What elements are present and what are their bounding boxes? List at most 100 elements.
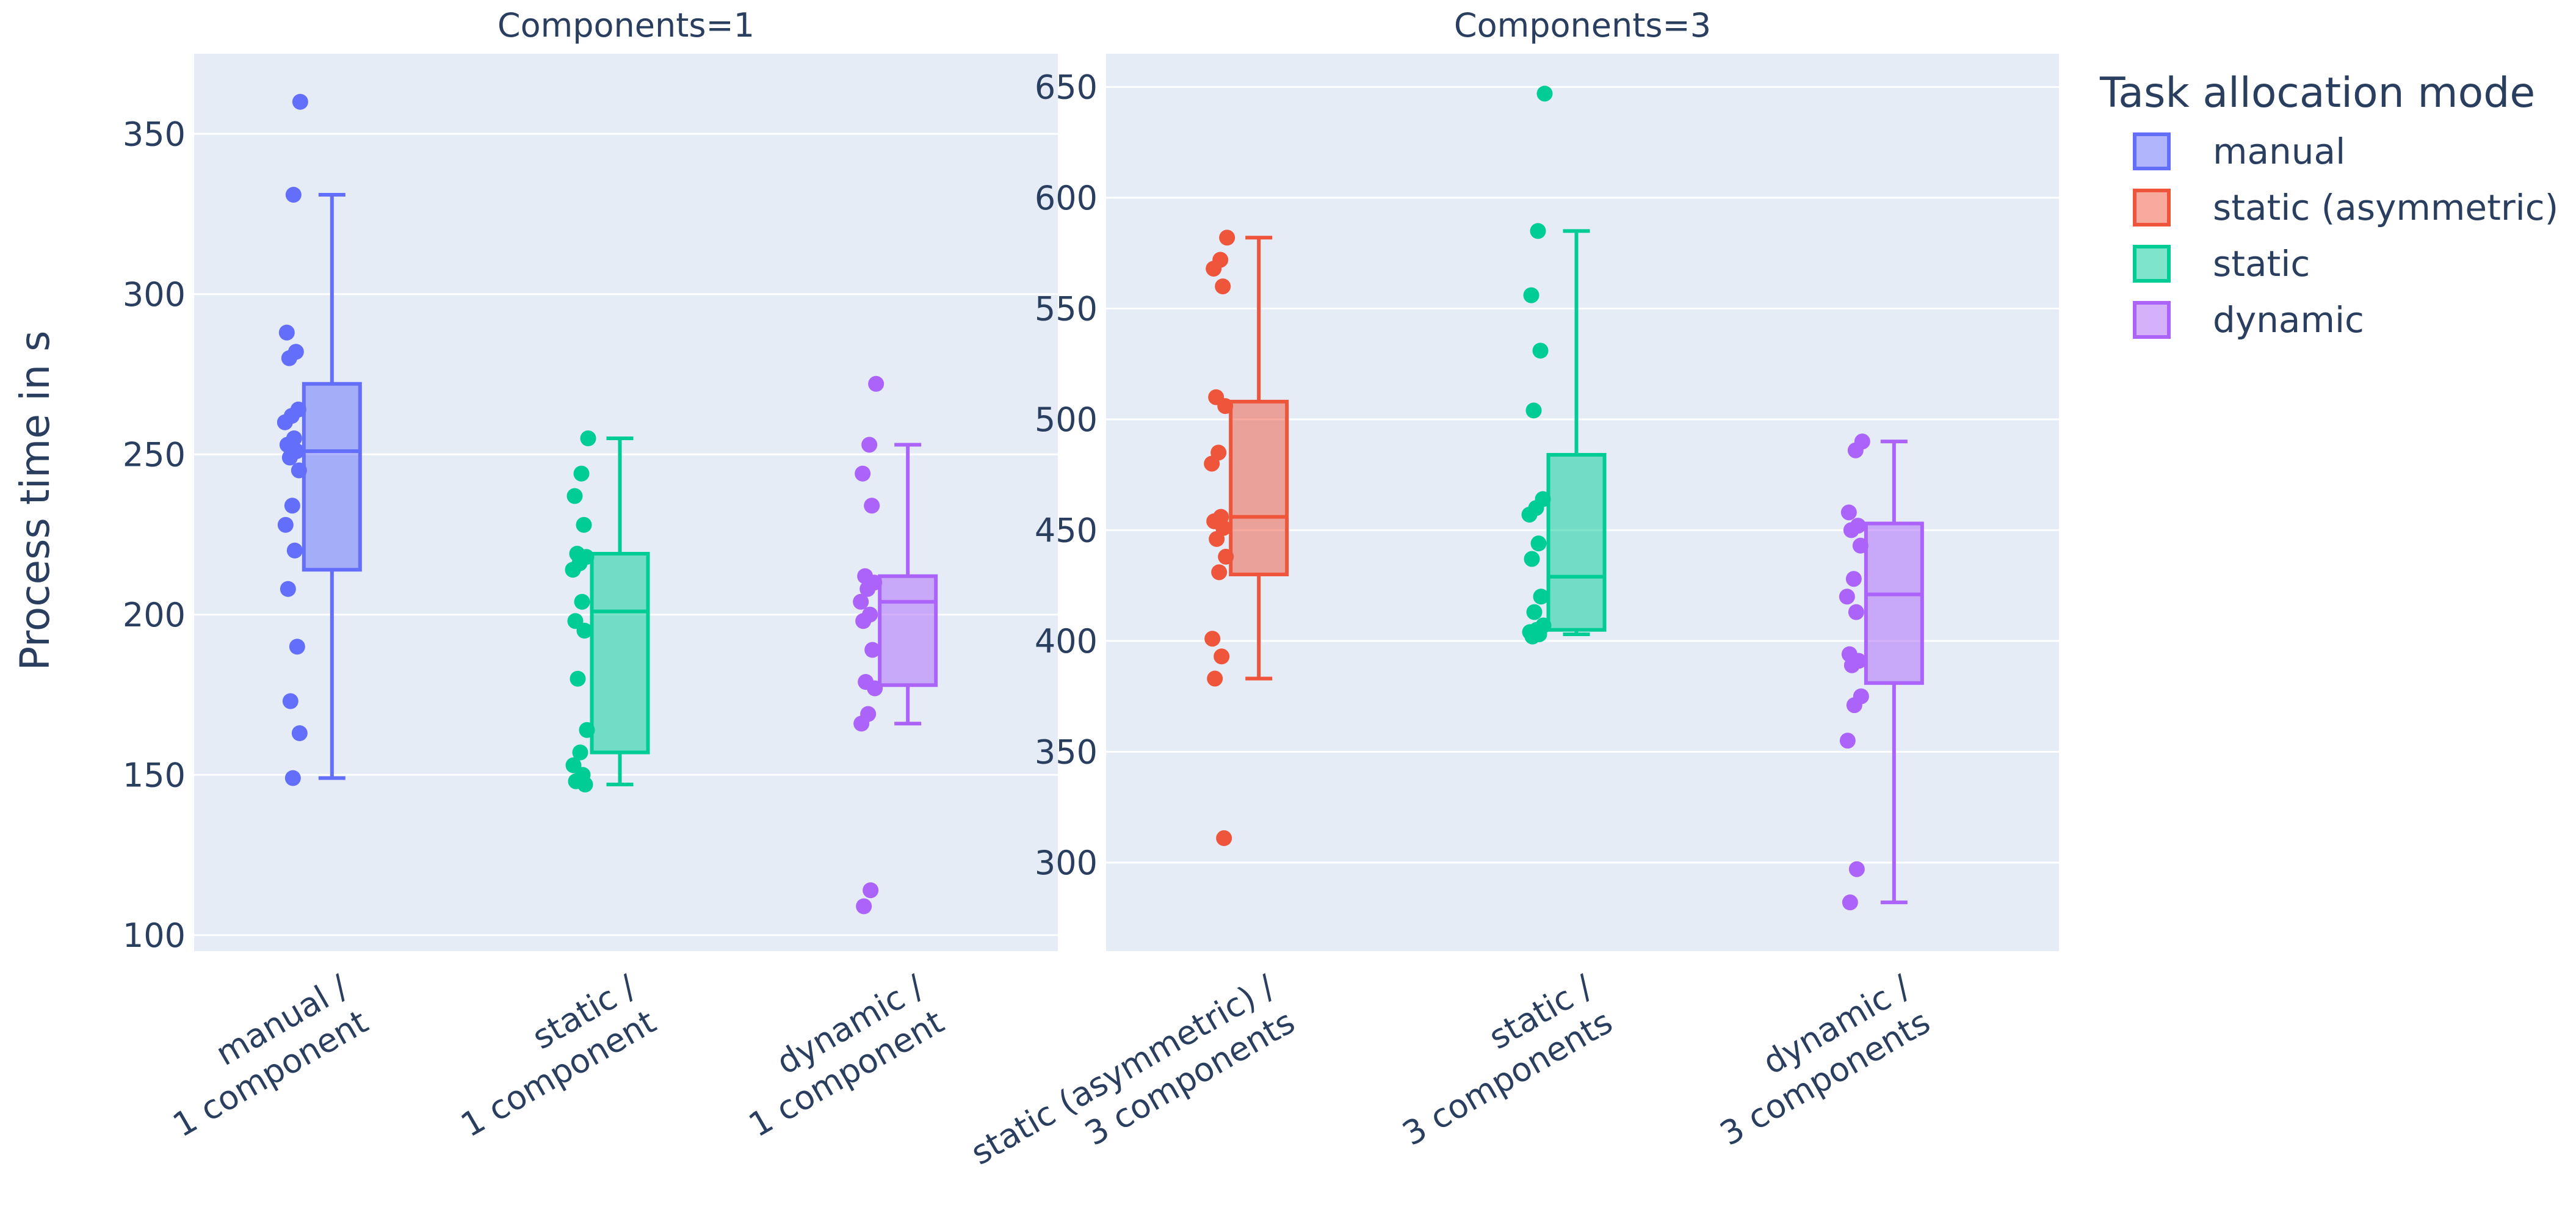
- y-tick-label: 100: [123, 916, 186, 955]
- data-point: [1848, 604, 1864, 620]
- data-point: [1852, 537, 1869, 554]
- iqr-box: [1864, 521, 1924, 685]
- x-tick-label: dynamic /3 components: [1693, 967, 1937, 1153]
- box-static[interactable]: [1521, 85, 1607, 645]
- y-axis-title: Process time in s: [12, 331, 59, 671]
- y-tick-label: 350: [123, 115, 186, 153]
- data-point: [853, 593, 869, 610]
- legend-label: manual: [2213, 131, 2345, 172]
- x-tick-label: static /3 components: [1376, 967, 1619, 1153]
- x-tick-label: dynamic /1 component: [722, 967, 950, 1145]
- data-point: [1206, 261, 1222, 277]
- data-point: [572, 744, 588, 761]
- data-point: [1530, 223, 1546, 239]
- data-point: [284, 498, 300, 514]
- legend-swatch: [2133, 132, 2171, 170]
- data-point: [1207, 670, 1223, 687]
- iqr-box: [590, 552, 650, 755]
- data-point: [579, 722, 595, 738]
- iqr-box: [1229, 399, 1289, 576]
- box-dynamic[interactable]: [853, 375, 938, 915]
- data-point: [1839, 589, 1855, 605]
- x-tick-label: static /1 component: [434, 967, 662, 1145]
- data-point: [577, 777, 593, 792]
- y-tick-label: 200: [123, 596, 186, 634]
- x-tick-label: static (asymmetric) /3 components: [964, 967, 1301, 1207]
- data-point: [565, 562, 581, 578]
- data-point: [1211, 564, 1228, 581]
- data-point: [291, 462, 307, 479]
- data-point: [570, 670, 586, 687]
- y-tick-label: 600: [1035, 179, 1098, 217]
- data-point: [1215, 278, 1231, 295]
- y-tick-label: 150: [123, 756, 186, 794]
- data-point: [1840, 504, 1857, 521]
- data-point: [1847, 442, 1864, 458]
- data-point: [1214, 648, 1230, 665]
- data-point: [1526, 604, 1543, 620]
- data-point: [580, 430, 596, 446]
- iqr-box: [302, 382, 362, 572]
- data-point: [289, 639, 305, 655]
- x-tick-label: manual /1 component: [147, 967, 375, 1145]
- data-point: [1843, 657, 1860, 673]
- legend-item-dynamic[interactable]: dynamic: [2133, 299, 2364, 341]
- data-point: [856, 898, 872, 915]
- data-point: [573, 465, 590, 482]
- data-point: [284, 770, 301, 786]
- data-point: [864, 642, 881, 658]
- panel-2: 300 350 400 450 500 550 600 650 Components=3 stat…: [964, 6, 2059, 1207]
- data-point: [292, 93, 308, 110]
- legend[interactable]: Task allocation mode manual static (asymm…: [2099, 69, 2558, 341]
- y-tick-label: 650: [1035, 68, 1098, 106]
- data-point: [1521, 506, 1538, 523]
- box-static[interactable]: [565, 430, 650, 792]
- data-point: [1524, 628, 1541, 645]
- data-point: [1217, 398, 1234, 415]
- data-point: [277, 516, 294, 533]
- data-point: [1845, 571, 1862, 587]
- legend-items: manual static (asymmetric) static dynamic: [2133, 131, 2558, 341]
- data-point: [859, 581, 876, 597]
- data-point: [1525, 402, 1542, 419]
- data-point: [282, 693, 298, 709]
- panel-title: Components=1: [497, 6, 754, 45]
- legend-item-static-asymmetric-[interactable]: static (asymmetric): [2133, 187, 2558, 228]
- panel-1: 100 150 200 250 300 350 Components=1 manual /1 …: [123, 6, 1058, 1145]
- data-point: [855, 613, 872, 629]
- box-dynamic[interactable]: [1839, 433, 1924, 911]
- data-point: [1204, 631, 1221, 647]
- data-point: [1536, 85, 1553, 102]
- data-point: [868, 375, 885, 392]
- y-tick-label: 250: [123, 435, 186, 474]
- data-point: [291, 725, 308, 741]
- legend-swatch: [2133, 245, 2171, 283]
- legend-label: static: [2213, 243, 2310, 284]
- data-point: [863, 882, 879, 899]
- data-point: [1530, 535, 1547, 552]
- legend-label: static (asymmetric): [2213, 187, 2558, 228]
- data-point: [278, 324, 295, 341]
- legend-swatch: [2133, 301, 2171, 339]
- data-point: [855, 465, 871, 482]
- box-manual[interactable]: [277, 93, 362, 786]
- legend-item-manual[interactable]: manual: [2133, 131, 2345, 172]
- data-point: [281, 449, 298, 466]
- y-tick-label: 300: [1035, 844, 1098, 882]
- data-point: [1848, 861, 1865, 877]
- y-tick-label: 450: [1035, 511, 1098, 549]
- data-point: [867, 680, 883, 697]
- data-point: [1843, 522, 1859, 538]
- data-point: [1524, 551, 1540, 567]
- data-point: [1532, 342, 1549, 359]
- data-point: [280, 581, 296, 597]
- box-static-asymmetric-[interactable]: [1204, 230, 1289, 846]
- y-tick-label: 300: [123, 275, 186, 314]
- data-point: [1219, 230, 1236, 246]
- data-point: [861, 437, 878, 453]
- y-tick-label: 350: [1035, 733, 1098, 771]
- legend-item-static[interactable]: static: [2133, 243, 2310, 284]
- panel-title: Components=3: [1454, 6, 1711, 45]
- data-point: [1216, 830, 1232, 846]
